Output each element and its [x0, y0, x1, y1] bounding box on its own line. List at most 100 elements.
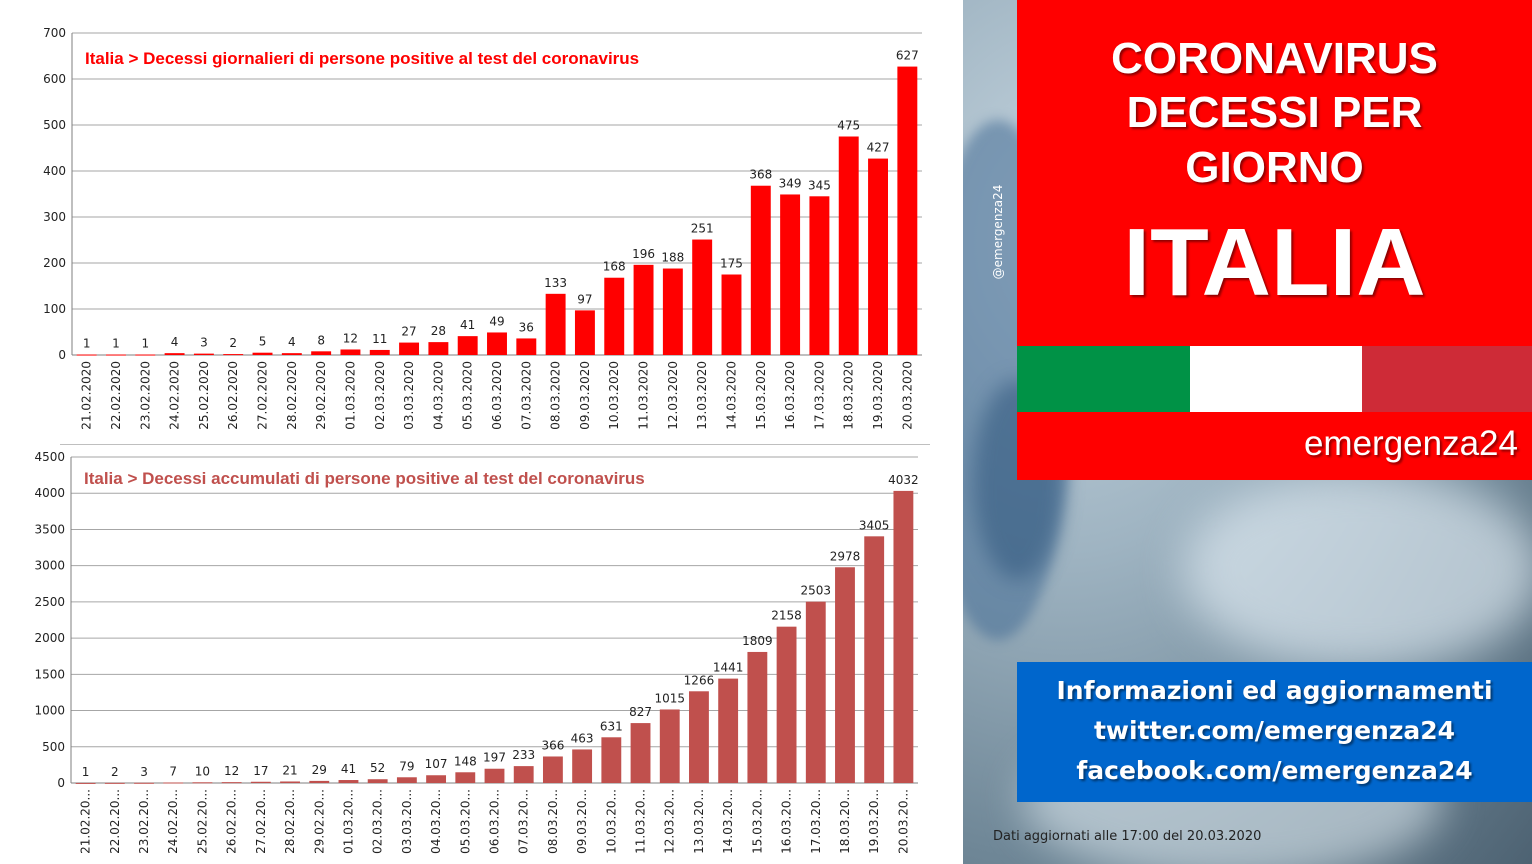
y-tick-label: 2000: [34, 631, 65, 645]
x-tick-label: 28.02.2020: [285, 361, 299, 430]
x-tick-label: 15.03.20...: [750, 789, 764, 854]
data-label: 475: [837, 119, 860, 133]
bar: [76, 354, 97, 356]
info-line-1: Informazioni ed aggiornamenti: [1056, 676, 1493, 705]
bar: [487, 332, 507, 355]
bar: [838, 136, 859, 355]
data-label: 368: [749, 168, 772, 182]
y-tick-label: 500: [42, 740, 65, 754]
data-label: 27: [401, 325, 416, 339]
x-tick-label: 27.02.20...: [254, 789, 268, 854]
x-tick-label: 02.03.20...: [371, 789, 385, 854]
data-label: 2978: [830, 549, 861, 563]
x-tick-label: 29.02.2020: [314, 361, 328, 430]
bar: [134, 782, 154, 784]
x-tick-label: 07.03.2020: [519, 361, 533, 430]
x-tick-label: 22.02.20...: [108, 789, 122, 854]
bar: [868, 158, 888, 355]
bar: [369, 349, 390, 355]
x-tick-label: 11.03.2020: [637, 361, 651, 430]
x-tick-label: 05.03.2020: [461, 361, 475, 430]
x-tick-label: 20.03.20...: [896, 789, 910, 854]
bar: [221, 782, 242, 784]
x-tick-label: 09.03.2020: [578, 361, 592, 430]
data-label: 148: [454, 754, 477, 768]
x-tick-label: 14.03.2020: [724, 361, 738, 430]
bar: [338, 780, 359, 783]
headline-country: ITALIA: [1123, 209, 1426, 316]
data-label: 4: [171, 335, 179, 349]
data-label: 1: [82, 765, 90, 779]
data-label: 1015: [654, 691, 685, 705]
bar: [396, 777, 417, 783]
bar: [721, 274, 742, 355]
data-label: 1: [112, 337, 120, 351]
bar: [864, 536, 885, 783]
x-tick-label: 24.02.2020: [168, 361, 182, 430]
bar: [309, 780, 330, 783]
bar: [601, 737, 622, 783]
cumulative-deaths-chart: 0 500 1000 1500 2000 2500 3000 3500 4000 4500 1 21.…: [34, 450, 918, 854]
data-label: 1809: [742, 634, 773, 648]
bar: [662, 268, 683, 355]
y-tick-label: 0: [57, 776, 65, 790]
data-label: 188: [661, 251, 684, 265]
bar: [893, 490, 914, 783]
x-tick-label: 18.03.20...: [838, 789, 852, 854]
headline-line-2: DECESSI PER: [1126, 88, 1423, 137]
x-tick-label: 29.02.20...: [312, 789, 326, 854]
x-tick-label: 01.03.2020: [343, 361, 357, 430]
data-label: 12: [343, 331, 358, 345]
bar: [574, 310, 595, 355]
x-tick-label: 09.03.20...: [575, 789, 589, 854]
bar: [630, 723, 651, 783]
charts-panel: 0 100 200 300 400 500 600 700 1 21.02.2020 1 22.02.…: [34, 26, 930, 854]
x-tick-label: 06.03.2020: [490, 361, 504, 430]
daily-deaths-chart: 0 100 200 300 400 500 600 700 1 21.02.2020 1 22.02.…: [43, 26, 922, 430]
y-tick-label: 300: [43, 210, 66, 224]
data-label: 349: [779, 176, 802, 190]
data-label: 3405: [859, 518, 890, 532]
bar: [104, 782, 125, 784]
twitter-link[interactable]: twitter.com/emergenza24: [1093, 716, 1456, 745]
x-tick-label: 12.03.2020: [666, 361, 680, 430]
data-label: 1441: [713, 661, 744, 675]
bar: [513, 766, 534, 783]
data-label: 97: [577, 292, 592, 306]
data-label: 345: [808, 178, 831, 192]
data-label: 2503: [801, 584, 832, 598]
data-label: 41: [341, 762, 356, 776]
y-tick-label: 400: [43, 164, 66, 178]
x-tick-label: 23.02.2020: [138, 361, 152, 430]
data-label: 12: [224, 764, 239, 778]
flag-white: [1190, 346, 1362, 412]
data-label: 233: [512, 748, 535, 762]
x-tick-label: 28.02.20...: [283, 789, 297, 854]
data-label: 175: [720, 257, 743, 271]
bar: [805, 601, 826, 783]
x-tick-label: 05.03.20...: [458, 789, 472, 854]
bar: [750, 185, 771, 355]
x-tick-label: 13.03.20...: [692, 789, 706, 854]
bar: [340, 349, 361, 355]
x-tick-label: 16.03.2020: [783, 361, 797, 430]
data-label: 10: [195, 764, 210, 778]
bar: [692, 239, 713, 355]
x-tick-label: 03.03.20...: [400, 789, 414, 854]
x-tick-label: 21.02.20...: [79, 789, 93, 854]
facebook-link[interactable]: facebook.com/emergenza24: [1076, 756, 1473, 785]
x-tick-label: 04.03.2020: [431, 361, 445, 430]
data-label: 4: [288, 335, 296, 349]
data-label: 21: [282, 763, 297, 777]
data-label: 196: [632, 247, 655, 261]
data-label: 1: [83, 337, 91, 351]
x-tick-label: 16.03.20...: [780, 789, 794, 854]
x-tick-label: 19.03.2020: [871, 361, 885, 430]
bar: [457, 336, 478, 355]
bar: [780, 194, 801, 355]
bar: [106, 354, 126, 356]
info-box: Informazioni ed aggiornamenti twitter.co…: [1017, 662, 1532, 802]
x-tick-label: 25.02.20...: [195, 789, 209, 854]
headline-line-1: CORONAVIRUS: [1111, 34, 1438, 83]
data-label: 28: [431, 324, 446, 338]
